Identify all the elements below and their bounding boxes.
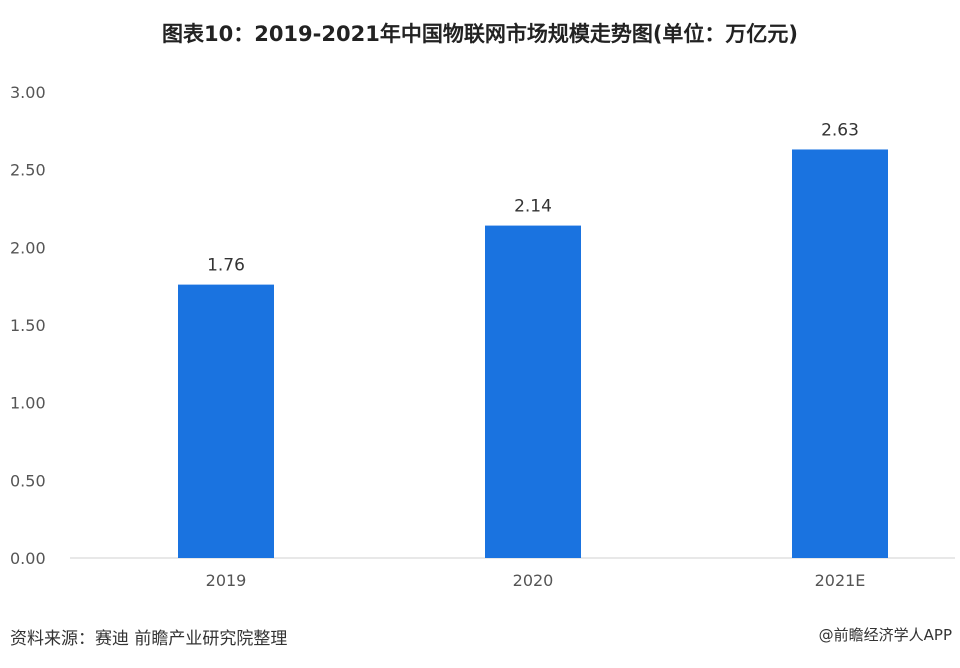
y-tick-label: 0.50: [10, 471, 46, 490]
bar-2019: [178, 284, 274, 558]
y-tick-label: 1.00: [10, 394, 46, 413]
x-tick-label: 2020: [513, 571, 554, 590]
y-tick-label: 2.00: [10, 238, 46, 257]
data-label: 2.63: [821, 120, 859, 140]
bar-2021E: [792, 149, 888, 558]
y-tick-label: 2.50: [10, 161, 46, 180]
source-note: 资料来源：赛迪 前瞻产业研究院整理: [10, 629, 288, 649]
bar-2020: [485, 225, 581, 558]
x-tick-label: 2021E: [815, 571, 866, 590]
y-tick-label: 0.00: [10, 549, 46, 568]
data-label: 1.76: [207, 256, 245, 276]
chart-title: 图表10：2019-2021年中国物联网市场规模走势图(单位：万亿元): [161, 22, 799, 46]
y-tick-label: 1.50: [10, 316, 46, 335]
x-tick-label: 2019: [206, 571, 247, 590]
data-label: 2.14: [514, 197, 552, 217]
credit-note: @前瞻经济学人APP: [818, 626, 952, 644]
y-tick-label: 3.00: [10, 83, 46, 102]
